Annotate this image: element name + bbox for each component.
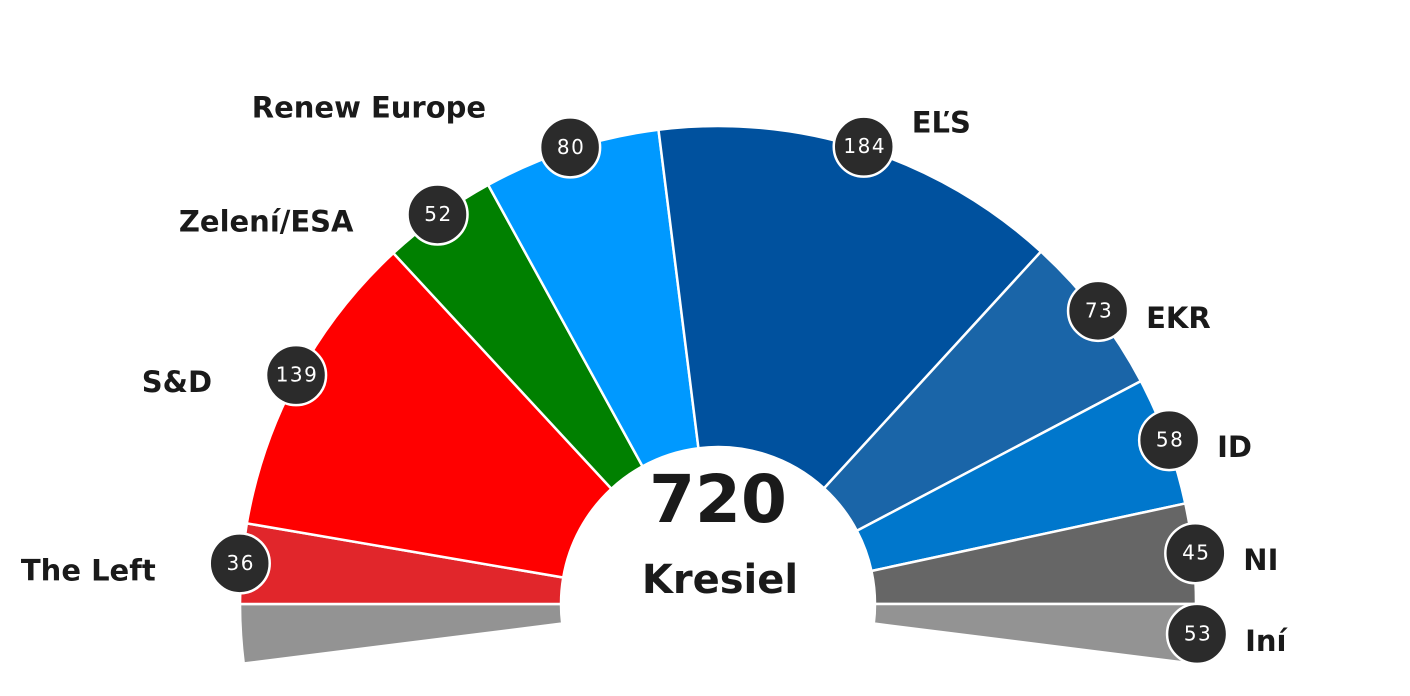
seat-segment	[245, 251, 614, 579]
total-label: Kresiel	[642, 557, 798, 603]
seat-count: 36	[226, 551, 254, 575]
party-label: Zelení/ESA	[179, 204, 354, 238]
seat-count: 80	[557, 135, 585, 159]
seat-badge	[406, 183, 469, 246]
seat-badge	[208, 532, 271, 595]
seat-count: 73	[1085, 298, 1113, 322]
seat-segment	[238, 602, 564, 665]
party-label: EKR	[1146, 301, 1211, 335]
seat-count: 139	[276, 363, 319, 387]
seat-segment	[657, 124, 1043, 491]
party-label: S&D	[142, 365, 212, 399]
seat-badge	[1066, 279, 1130, 343]
seat-badge	[264, 343, 328, 407]
seat-badge	[538, 116, 602, 179]
total-seats: 720	[649, 461, 787, 538]
seat-badge	[1165, 602, 1229, 666]
party-label: The Left	[21, 553, 156, 587]
party-label: ID	[1217, 430, 1252, 464]
seat-count: 45	[1182, 541, 1210, 565]
party-label: NI	[1243, 543, 1278, 577]
seat-segment	[872, 602, 1198, 665]
seat-count: 58	[1156, 428, 1184, 452]
seat-badge	[1137, 408, 1201, 472]
seat-count: 184	[843, 134, 886, 158]
seat-badge	[832, 115, 895, 178]
seat-badge	[1164, 521, 1227, 585]
party-label: Iní	[1245, 624, 1288, 658]
party-label: Renew Europe	[252, 90, 486, 124]
seat-count: 53	[1184, 621, 1212, 645]
party-label: EĽS	[912, 106, 971, 140]
seat-count: 52	[424, 202, 452, 226]
